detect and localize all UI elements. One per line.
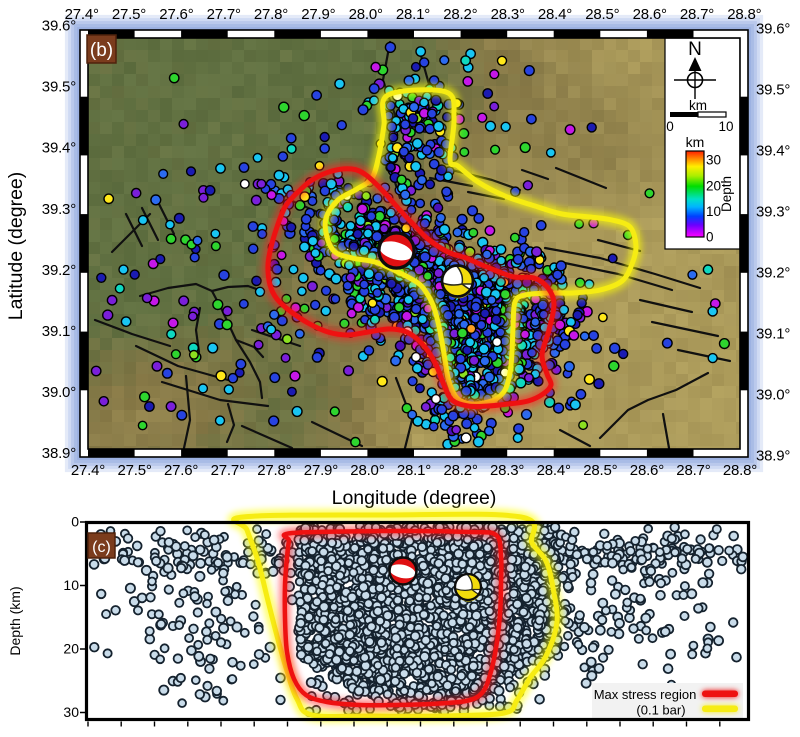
svg-text:38.9°: 38.9° [756, 447, 790, 464]
svg-text:39.1°: 39.1° [756, 325, 790, 342]
svg-text:27.5°: 27.5° [117, 462, 151, 479]
svg-text:28.8°: 28.8° [723, 462, 757, 479]
svg-text:39.6°: 39.6° [756, 20, 790, 37]
svg-text:28.0°: 28.0° [349, 6, 383, 23]
svg-text:Longitude (degree): Longitude (degree) [332, 487, 497, 509]
svg-text:39.0°: 39.0° [42, 384, 76, 401]
svg-text:km: km [689, 98, 707, 113]
svg-text:27.8°: 27.8° [257, 462, 291, 479]
svg-text:28.0°: 28.0° [350, 462, 384, 479]
svg-text:28.3°: 28.3° [491, 6, 525, 23]
svg-text:28.7°: 28.7° [676, 462, 710, 479]
svg-text:39.6°: 39.6° [42, 17, 76, 34]
svg-text:39.4°: 39.4° [756, 142, 790, 159]
svg-text:27.4°: 27.4° [65, 6, 99, 23]
svg-text:39.2°: 39.2° [756, 264, 790, 281]
svg-text:28.5°: 28.5° [583, 462, 617, 479]
svg-text:28.4°: 28.4° [538, 6, 572, 23]
svg-text:39.3°: 39.3° [756, 203, 790, 220]
svg-text:0: 0 [666, 119, 674, 134]
svg-text:Latitude (degree): Latitude (degree) [5, 172, 27, 321]
svg-text:28.5°: 28.5° [585, 6, 619, 23]
svg-text:28.8°: 28.8° [727, 6, 761, 23]
svg-text:(b): (b) [90, 40, 113, 61]
svg-text:km: km [686, 134, 705, 150]
svg-text:Depth: Depth [719, 176, 734, 212]
svg-text:27.4°: 27.4° [71, 462, 105, 479]
svg-text:28.2°: 28.2° [443, 462, 477, 479]
svg-text:38.9°: 38.9° [42, 445, 76, 462]
svg-text:39.3°: 39.3° [42, 201, 76, 218]
svg-text:27.9°: 27.9° [304, 462, 338, 479]
svg-text:27.6°: 27.6° [164, 462, 198, 479]
svg-text:N: N [688, 39, 702, 60]
svg-text:39.5°: 39.5° [42, 79, 76, 96]
svg-text:28.3°: 28.3° [490, 462, 524, 479]
svg-text:27.6°: 27.6° [159, 6, 193, 23]
svg-text:27.7°: 27.7° [211, 462, 245, 479]
svg-text:27.7°: 27.7° [207, 6, 241, 23]
svg-text:28.6°: 28.6° [633, 6, 667, 23]
svg-text:20: 20 [706, 179, 721, 194]
svg-text:10: 10 [718, 119, 733, 134]
svg-text:28.1°: 28.1° [397, 462, 431, 479]
svg-text:27.8°: 27.8° [254, 6, 288, 23]
svg-text:39.5°: 39.5° [756, 81, 790, 98]
svg-text:28.1°: 28.1° [396, 6, 430, 23]
svg-text:28.6°: 28.6° [630, 462, 664, 479]
svg-text:28.7°: 28.7° [680, 6, 714, 23]
svg-text:39.1°: 39.1° [42, 323, 76, 340]
svg-text:10: 10 [706, 204, 721, 219]
svg-text:39.0°: 39.0° [756, 386, 790, 403]
svg-text:28.4°: 28.4° [537, 462, 571, 479]
svg-text:27.5°: 27.5° [112, 6, 146, 23]
svg-text:30: 30 [706, 153, 721, 168]
svg-text:39.4°: 39.4° [42, 140, 76, 157]
svg-text:27.9°: 27.9° [301, 6, 335, 23]
svg-text:39.2°: 39.2° [42, 262, 76, 279]
svg-text:0: 0 [706, 230, 714, 245]
svg-text:28.2°: 28.2° [443, 6, 477, 23]
